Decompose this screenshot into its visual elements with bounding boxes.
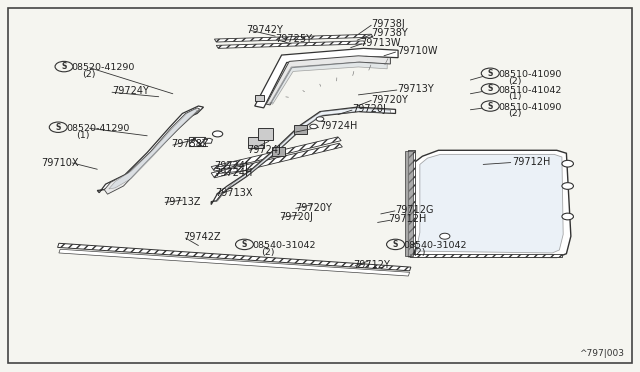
Polygon shape [405,151,413,256]
Circle shape [55,61,73,72]
Polygon shape [211,107,396,205]
Polygon shape [248,137,264,148]
Polygon shape [255,48,398,108]
Polygon shape [270,62,387,104]
Text: 79742Z: 79742Z [184,232,221,242]
Polygon shape [410,254,562,257]
Text: S: S [393,240,398,249]
Circle shape [387,239,404,250]
Text: 08540-31042: 08540-31042 [252,241,316,250]
Polygon shape [59,249,410,276]
Text: (1): (1) [76,131,90,140]
Polygon shape [255,95,264,101]
Text: S: S [488,84,493,93]
Text: 79725Y: 79725Y [275,34,312,44]
Text: 79710X: 79710X [42,158,79,168]
Polygon shape [266,56,390,105]
Text: 08510-41090: 08510-41090 [498,70,561,79]
Text: 79720Y: 79720Y [371,95,408,105]
Circle shape [481,68,499,78]
Text: 79724J: 79724J [248,145,282,154]
Text: (2): (2) [412,248,426,257]
Circle shape [440,233,450,239]
Polygon shape [214,34,373,42]
Polygon shape [272,147,285,156]
Text: (2): (2) [82,70,95,79]
Polygon shape [216,41,365,48]
Text: 79713Y: 79713Y [397,84,433,94]
Text: 79724Y: 79724Y [112,86,149,96]
Polygon shape [211,143,342,178]
Text: 79738J: 79738J [371,19,405,29]
Text: 08510-41090: 08510-41090 [498,103,561,112]
Circle shape [212,131,223,137]
Text: S: S [56,123,61,132]
Text: (1): (1) [508,92,522,101]
Text: 79720J: 79720J [352,105,386,114]
Text: 79724H: 79724H [214,168,253,178]
Polygon shape [189,137,205,146]
Polygon shape [204,138,212,143]
Text: S: S [488,69,493,78]
Text: 08510-41042: 08510-41042 [498,86,561,94]
Text: 79720Y: 79720Y [296,203,333,212]
Polygon shape [216,108,390,202]
Polygon shape [408,150,415,256]
Circle shape [310,124,317,129]
Circle shape [562,213,573,220]
Text: (2): (2) [261,248,275,257]
Text: 79710W: 79710W [397,46,437,56]
Text: 79712Y: 79712Y [353,260,390,270]
Circle shape [481,84,499,94]
Polygon shape [104,108,200,194]
Circle shape [316,117,324,121]
Polygon shape [58,243,411,271]
Polygon shape [416,154,563,253]
Circle shape [236,239,253,250]
Text: (2): (2) [508,109,522,118]
Text: 79713X: 79713X [216,189,253,198]
Circle shape [562,160,573,167]
Text: 79738Z: 79738Z [171,140,209,149]
Polygon shape [408,150,571,257]
Text: 79720J: 79720J [280,212,314,221]
Polygon shape [294,125,307,134]
Text: ^797|003: ^797|003 [579,349,624,358]
Text: 79738Y: 79738Y [371,29,408,38]
Text: 79712H: 79712H [512,157,550,167]
Polygon shape [97,106,204,193]
Text: 79713Z: 79713Z [163,197,201,206]
Polygon shape [211,137,341,171]
Text: S: S [61,62,67,71]
Polygon shape [189,137,205,146]
Text: 79724H: 79724H [319,122,357,131]
Text: 79742Y: 79742Y [246,25,284,35]
Polygon shape [258,128,273,140]
Text: 79712G: 79712G [395,205,433,215]
Polygon shape [109,109,197,189]
Text: 08520-41290: 08520-41290 [72,63,135,72]
Text: 79712H: 79712H [388,215,427,224]
Text: S: S [488,102,493,110]
Text: S: S [242,240,247,249]
Text: 79713W: 79713W [360,38,401,48]
Text: 08520-41290: 08520-41290 [66,124,129,133]
Text: (2): (2) [508,77,522,86]
Circle shape [481,101,499,111]
Text: 79724J: 79724J [214,161,248,171]
Text: 08540-31042: 08540-31042 [403,241,467,250]
Circle shape [49,122,67,132]
Circle shape [562,183,573,189]
